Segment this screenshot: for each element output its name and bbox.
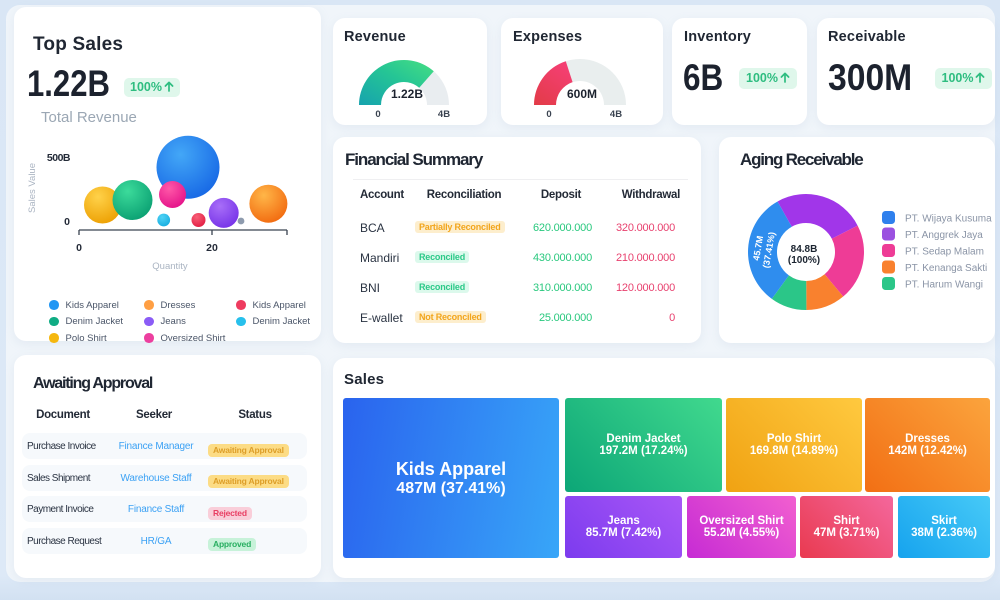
svg-text:0: 0	[64, 216, 70, 228]
svg-text:45.7M: 45.7M	[751, 235, 765, 261]
svg-text:PT. Anggrek Jaya: PT. Anggrek Jaya	[905, 230, 983, 241]
svg-text:PT. Sedap Malam: PT. Sedap Malam	[905, 247, 984, 258]
svg-text:500B: 500B	[47, 152, 71, 164]
svg-text:4B: 4B	[438, 109, 450, 120]
svg-text:600M: 600M	[567, 87, 597, 101]
svg-text:Quantity: Quantity	[152, 261, 188, 272]
svg-text:PT. Harum Wangi: PT. Harum Wangi	[905, 280, 983, 291]
svg-text:(100%): (100%)	[788, 255, 820, 266]
svg-text:1.22B: 1.22B	[391, 87, 423, 101]
svg-text:Sales Value: Sales Value	[27, 163, 38, 213]
svg-text:PT. Kenanga Sakti: PT. Kenanga Sakti	[905, 263, 987, 274]
svg-text:20: 20	[206, 242, 218, 254]
svg-text:PT. Wijaya Kusuma: PT. Wijaya Kusuma	[905, 214, 992, 225]
svg-text:84.8B: 84.8B	[791, 244, 818, 255]
svg-text:0: 0	[375, 109, 380, 120]
svg-text:4B: 4B	[610, 109, 622, 120]
svg-text:0: 0	[76, 242, 82, 254]
svg-text:0: 0	[546, 109, 551, 120]
